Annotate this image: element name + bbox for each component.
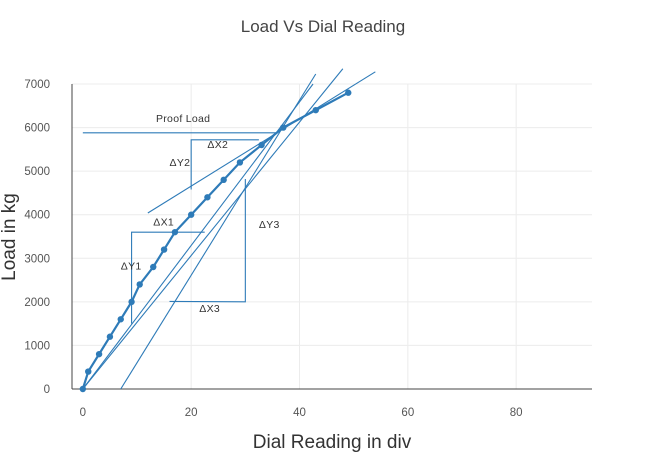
data-series [79,89,352,393]
annotation-label: Proof Load [156,113,210,125]
data-point [95,350,103,358]
y-tick-label: 5000 [24,166,50,178]
x-tick-label: 40 [293,407,306,419]
data-point [258,141,265,149]
data-point [160,246,168,253]
data-point [117,316,124,323]
chart-title: Load Vs Dial Reading [240,17,406,36]
construction-line [169,178,246,303]
annotation-label: ΔY3 [259,219,280,231]
data-point [79,385,87,393]
construction-line [82,68,344,390]
data-point [280,124,287,131]
data-point [187,211,195,218]
x-tick-label: 60 [401,407,414,419]
tick-labels: 0 1000 2000 3000 4000 5000 6000 7000 0 20 40 60 80 [24,79,522,419]
y-tick-label: 1000 [24,340,50,352]
data-point [236,159,244,166]
construction-line [120,73,317,390]
annotation-label: ΔY1 [121,261,142,273]
construction-line [190,139,259,190]
annotation-label: ΔY2 [170,157,191,169]
construction-line [131,231,205,324]
grid-lines [72,83,592,389]
x-tick-label: 80 [510,407,523,419]
x-axis-title: Dial Reading in div [252,432,412,453]
data-point [204,194,211,201]
y-axis-title: Load in kg [0,193,20,281]
construction-line [82,83,314,390]
data-point [220,176,227,184]
series-line [81,91,349,390]
x-tick-label: 0 [80,407,86,419]
y-tick-label: 4000 [24,210,50,222]
y-tick-label: 3000 [24,253,50,265]
y-tick-label: 6000 [24,123,50,135]
data-point [106,333,114,340]
axes [71,84,592,390]
data-point [128,298,135,306]
data-point [171,228,179,236]
construction-lines [82,68,376,390]
data-point [345,89,352,96]
data-point [85,368,92,375]
annotation-label: ΔX1 [153,217,174,229]
data-point [150,263,157,271]
annotation-label: ΔX3 [199,303,220,315]
annotations: Proof Load ΔX2 ΔY2 ΔX1 ΔY1 ΔY3 ΔX3 [121,113,280,315]
data-point [136,281,143,288]
y-tick-label: 0 [44,384,50,396]
y-tick-label: 2000 [24,297,50,309]
y-tick-label: 7000 [24,79,50,91]
annotation-label: ΔX2 [207,139,228,151]
x-tick-label: 20 [185,407,198,419]
data-point [312,106,319,114]
